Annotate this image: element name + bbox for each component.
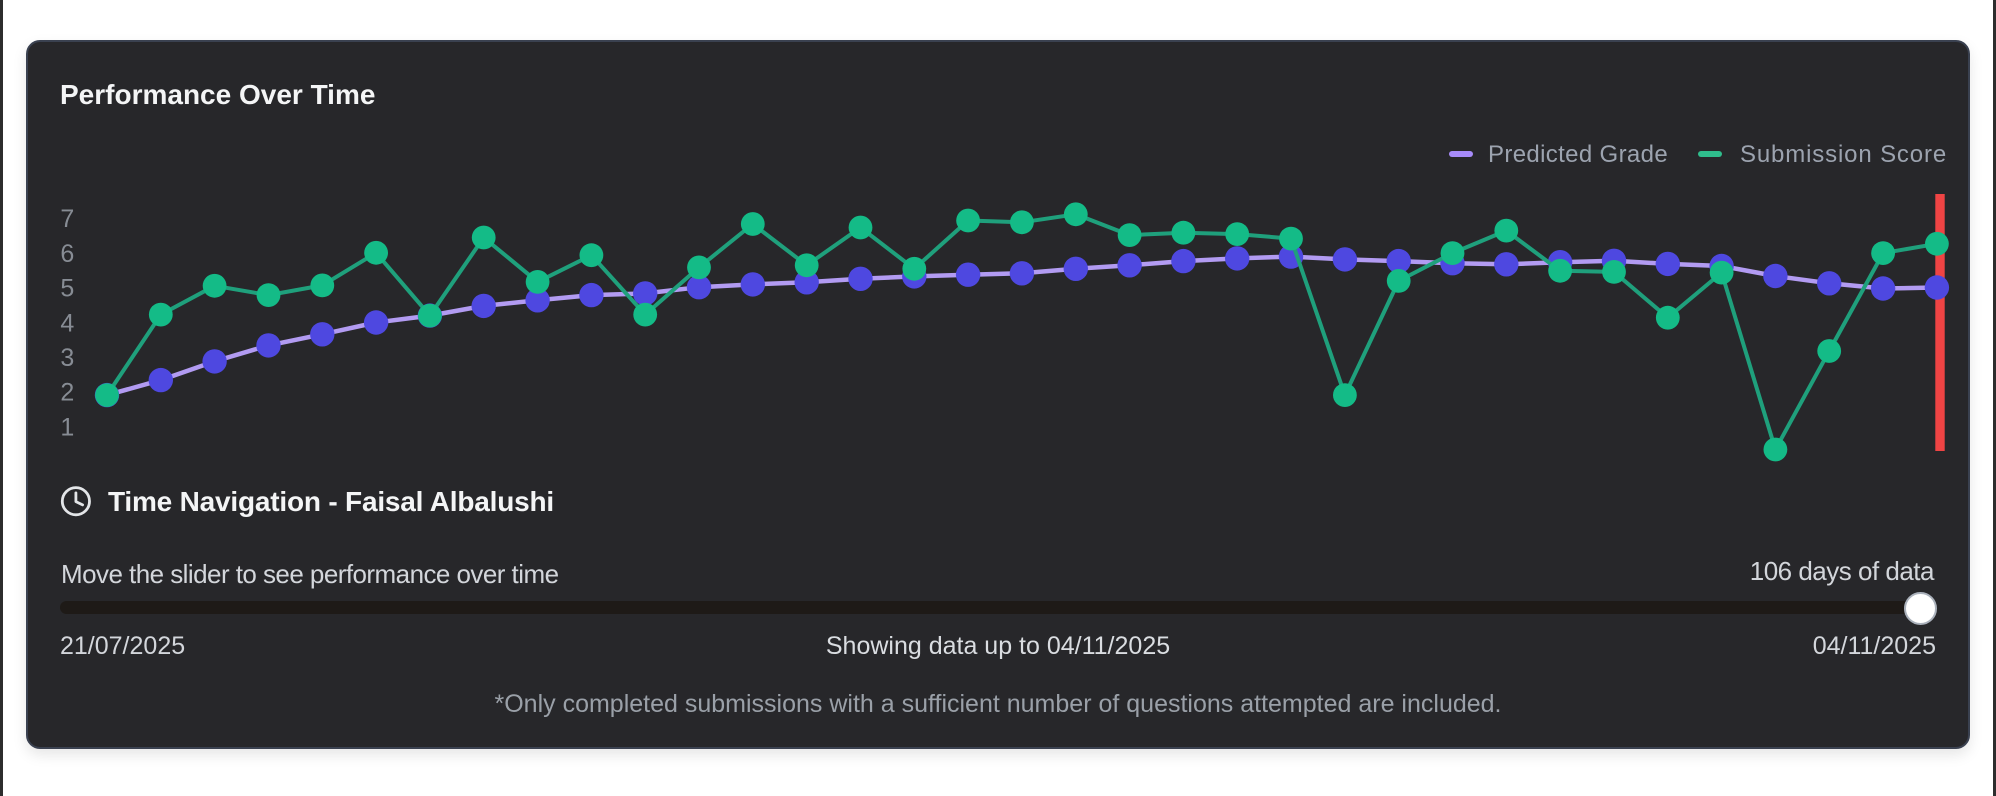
svg-text:3: 3 xyxy=(60,344,74,372)
svg-text:1: 1 xyxy=(60,413,74,441)
svg-text:7: 7 xyxy=(60,205,74,233)
svg-text:6: 6 xyxy=(60,240,74,268)
svg-text:2: 2 xyxy=(60,379,74,407)
svg-text:4: 4 xyxy=(60,309,74,337)
svg-text:5: 5 xyxy=(60,275,74,303)
